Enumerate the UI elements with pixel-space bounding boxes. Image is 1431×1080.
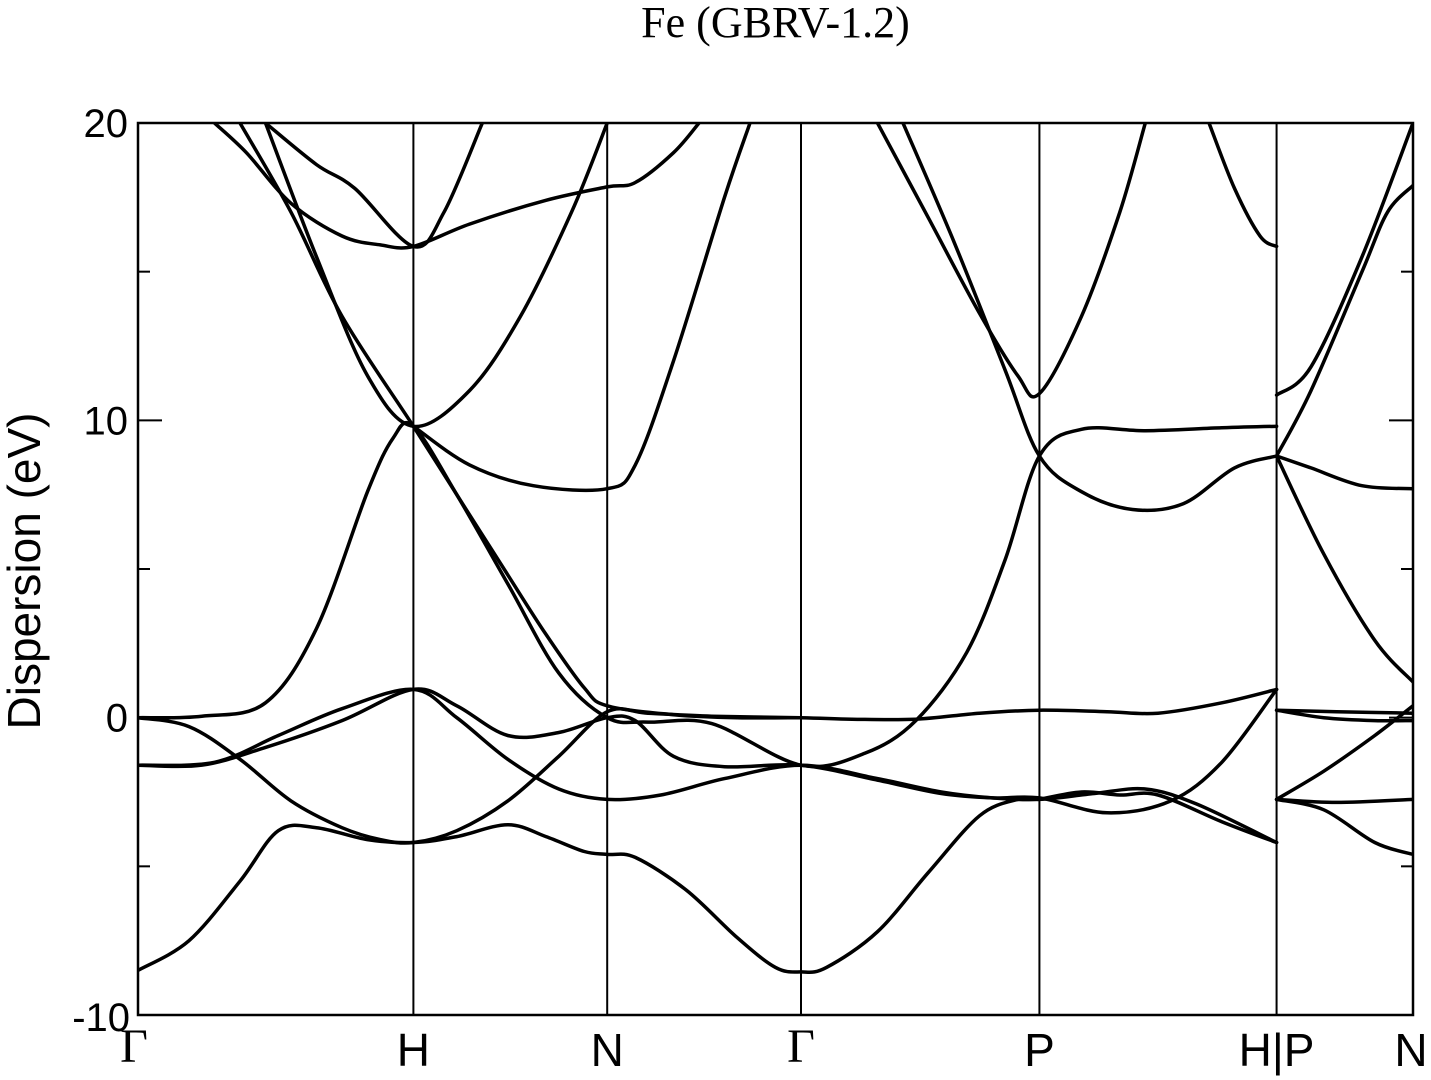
band-lines (138, 123, 1413, 974)
y-axis-tick-labels: 20 10 0 -10 (72, 102, 130, 1040)
y-tick-label: 0 (106, 697, 128, 741)
band-line (1274, 123, 1413, 397)
band-line (138, 687, 1279, 845)
x-tick-label: N (591, 1024, 624, 1076)
band-line (875, 123, 1148, 399)
band-line (1207, 123, 1279, 249)
band-line (1274, 797, 1413, 857)
band-line (1274, 454, 1413, 491)
band-line (238, 123, 803, 720)
y-axis-label: Dispersion (eV) (0, 413, 50, 730)
y-axis-ticks (138, 122, 1413, 1016)
x-tick-label: P (1024, 1024, 1055, 1076)
band-line (1274, 454, 1413, 684)
x-tick-label: H (397, 1024, 430, 1076)
band-line (901, 123, 1279, 513)
y-tick-label: -10 (72, 996, 130, 1040)
band-line (411, 123, 752, 493)
k-point-lines (412, 123, 1278, 1015)
band-line (1274, 183, 1413, 458)
band-line (138, 796, 1042, 974)
band-line (138, 687, 1279, 815)
plot-frame (136, 121, 1415, 1017)
band-line (263, 123, 485, 249)
x-tick-label: Γ (120, 1020, 148, 1073)
band-line (1274, 708, 1413, 715)
band-line (1037, 790, 1279, 845)
chart-title: Fe (GBRV-1.2) (641, 0, 910, 47)
x-tick-label: Γ (787, 1020, 815, 1073)
band-line (212, 123, 701, 250)
y-tick-label: 10 (84, 399, 129, 443)
x-axis-tick-labels: Γ H N Γ P H|P N (120, 1020, 1427, 1076)
x-tick-label: N (1394, 1024, 1427, 1076)
x-tick-label: H|P (1239, 1024, 1315, 1076)
band-line (1274, 708, 1413, 723)
band-line (263, 123, 609, 429)
y-tick-label: 20 (84, 102, 129, 146)
